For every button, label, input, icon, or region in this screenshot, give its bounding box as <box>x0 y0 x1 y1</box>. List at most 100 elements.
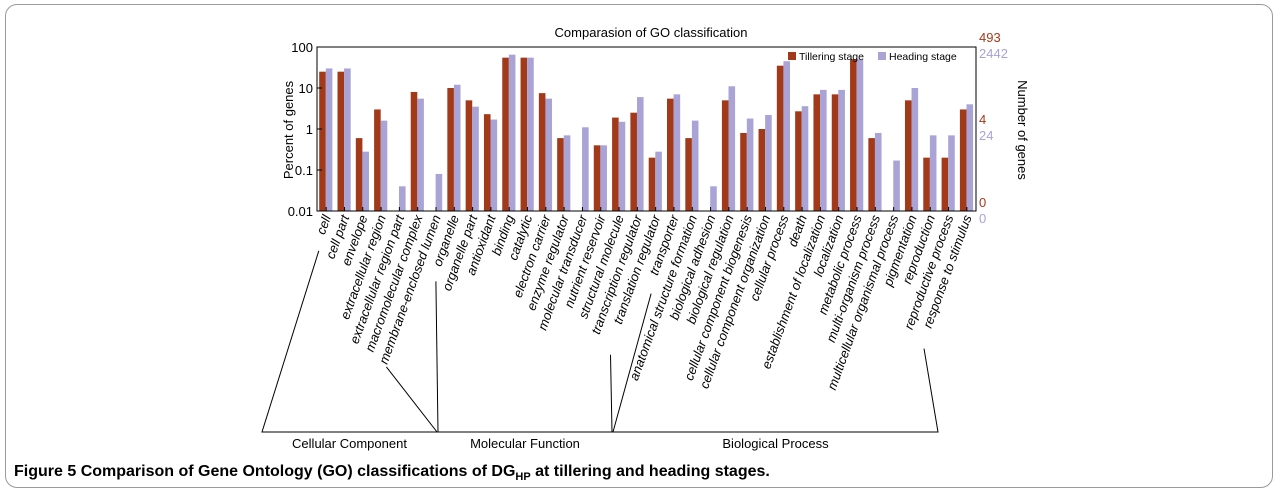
bar-tillering-35 <box>959 109 967 211</box>
group-bracket <box>612 293 939 433</box>
y-tick-label: 0.01 <box>288 204 313 219</box>
y2-tick-label: 493 <box>979 30 1001 45</box>
bar-heading-30 <box>874 132 882 211</box>
caption-text-end: at tillering and heading stages. <box>530 463 770 480</box>
y-tick-label: 10 <box>299 81 313 96</box>
y-tick-label: 0.1 <box>295 163 313 178</box>
bar-heading-25 <box>783 61 791 211</box>
bar-tillering-0 <box>319 71 326 212</box>
bar-heading-28 <box>838 89 845 211</box>
caption-label: Figure 5 <box>14 463 77 480</box>
bar-heading-23 <box>746 118 754 211</box>
bar-tillering-30 <box>868 138 875 211</box>
y2-tick-label: 0 <box>979 211 986 226</box>
x-tick-label: cell <box>313 212 334 237</box>
bar-heading-5 <box>417 98 424 211</box>
y-tick-label: 100 <box>291 40 313 55</box>
bar-heading-33 <box>929 135 937 211</box>
bar-heading-22 <box>728 86 736 211</box>
bar-tillering-2 <box>355 138 363 211</box>
bar-heading-19 <box>673 94 681 211</box>
legend: Tillering stage Heading stage <box>788 51 957 63</box>
bar-heading-32 <box>911 88 919 211</box>
bar-tillering-27 <box>813 94 821 211</box>
bar-tillering-33 <box>923 157 930 211</box>
bar-heading-31 <box>893 160 900 211</box>
bar-tillering-11 <box>520 57 528 212</box>
bar-tillering-23 <box>740 132 747 211</box>
bar-tillering-32 <box>904 100 912 211</box>
legend-label: Heading stage <box>889 51 957 63</box>
bar-heading-0 <box>325 68 333 211</box>
bar-tillering-9 <box>483 114 491 211</box>
bar-heading-4 <box>399 186 406 211</box>
group-bracket <box>261 250 439 433</box>
y2-tick-label: 24 <box>979 128 993 143</box>
bar-tillering-15 <box>593 145 601 211</box>
category-groups: Cellular Component Molecular Function Biol… <box>261 250 939 451</box>
legend-swatch <box>878 52 886 60</box>
caption-text: Comparison of Gene Ontology (GO) classif… <box>80 463 770 484</box>
bar-heading-20 <box>691 120 699 211</box>
bar-tillering-16 <box>612 117 619 211</box>
bar-tillering-19 <box>667 98 674 211</box>
bar-tillering-18 <box>648 157 656 211</box>
y2-tick-label: 0 <box>979 195 986 210</box>
bar-tillering-24 <box>758 129 766 211</box>
bar-tillering-10 <box>502 57 509 212</box>
bar-heading-10 <box>508 54 516 211</box>
bar-heading-29 <box>856 59 864 212</box>
caption-subscript: HP <box>515 471 531 484</box>
bar-tillering-7 <box>447 88 454 211</box>
y-axis-label: Percent of genes <box>281 80 296 179</box>
bar-heading-26 <box>801 106 809 211</box>
bar-heading-2 <box>362 151 369 211</box>
bar-heading-27 <box>820 89 827 211</box>
group-label: Molecular Function <box>470 436 580 451</box>
bar-tillering-8 <box>465 100 473 211</box>
bar-heading-9 <box>490 119 498 211</box>
legend-label: Tillering stage <box>799 51 864 63</box>
group-label: Cellular Component <box>292 436 407 451</box>
bar-heading-16 <box>618 121 626 211</box>
figure-caption: Figure 5 Comparison of Gene Ontology (GO… <box>14 463 770 483</box>
group-label: Biological Process <box>722 436 829 451</box>
bar-heading-34 <box>948 135 955 211</box>
y2-tick-label: 4 <box>979 112 986 127</box>
bar-tillering-22 <box>721 100 729 211</box>
legend-swatch <box>788 52 796 60</box>
bar-tillering-1 <box>337 71 345 212</box>
bars-layer <box>319 54 974 212</box>
y2-axis-label: Number of genes <box>1015 80 1030 180</box>
bar-heading-8 <box>472 106 479 211</box>
bar-tillering-3 <box>374 109 381 211</box>
bar-tillering-25 <box>776 65 784 211</box>
bar-heading-13 <box>563 135 571 211</box>
bar-tillering-28 <box>831 94 839 211</box>
bar-heading-3 <box>380 120 388 211</box>
go-chart: Comparasion of GO classification Percent… <box>261 25 1030 451</box>
bar-heading-12 <box>545 98 553 211</box>
caption-text-main: Comparison of Gene Ontology (GO) classif… <box>80 463 516 480</box>
y-tick-label: 1 <box>306 122 313 137</box>
bar-tillering-34 <box>941 157 949 211</box>
chart-title: Comparasion of GO classification <box>555 25 748 40</box>
bar-heading-15 <box>600 145 607 211</box>
bar-heading-24 <box>765 114 772 211</box>
y2-tick-label: 2442 <box>979 46 1008 61</box>
bar-heading-7 <box>453 84 461 211</box>
bar-heading-6 <box>435 173 443 211</box>
bar-heading-11 <box>527 57 534 212</box>
bar-heading-1 <box>344 68 351 211</box>
bar-heading-14 <box>582 127 589 211</box>
bar-tillering-17 <box>630 112 637 211</box>
bar-heading-35 <box>966 104 974 211</box>
bar-heading-18 <box>655 151 662 211</box>
bar-heading-21 <box>710 186 717 211</box>
bar-tillering-5 <box>410 91 418 211</box>
figure-frame <box>5 4 1273 488</box>
bar-heading-17 <box>636 97 644 211</box>
bar-tillering-26 <box>795 111 802 211</box>
